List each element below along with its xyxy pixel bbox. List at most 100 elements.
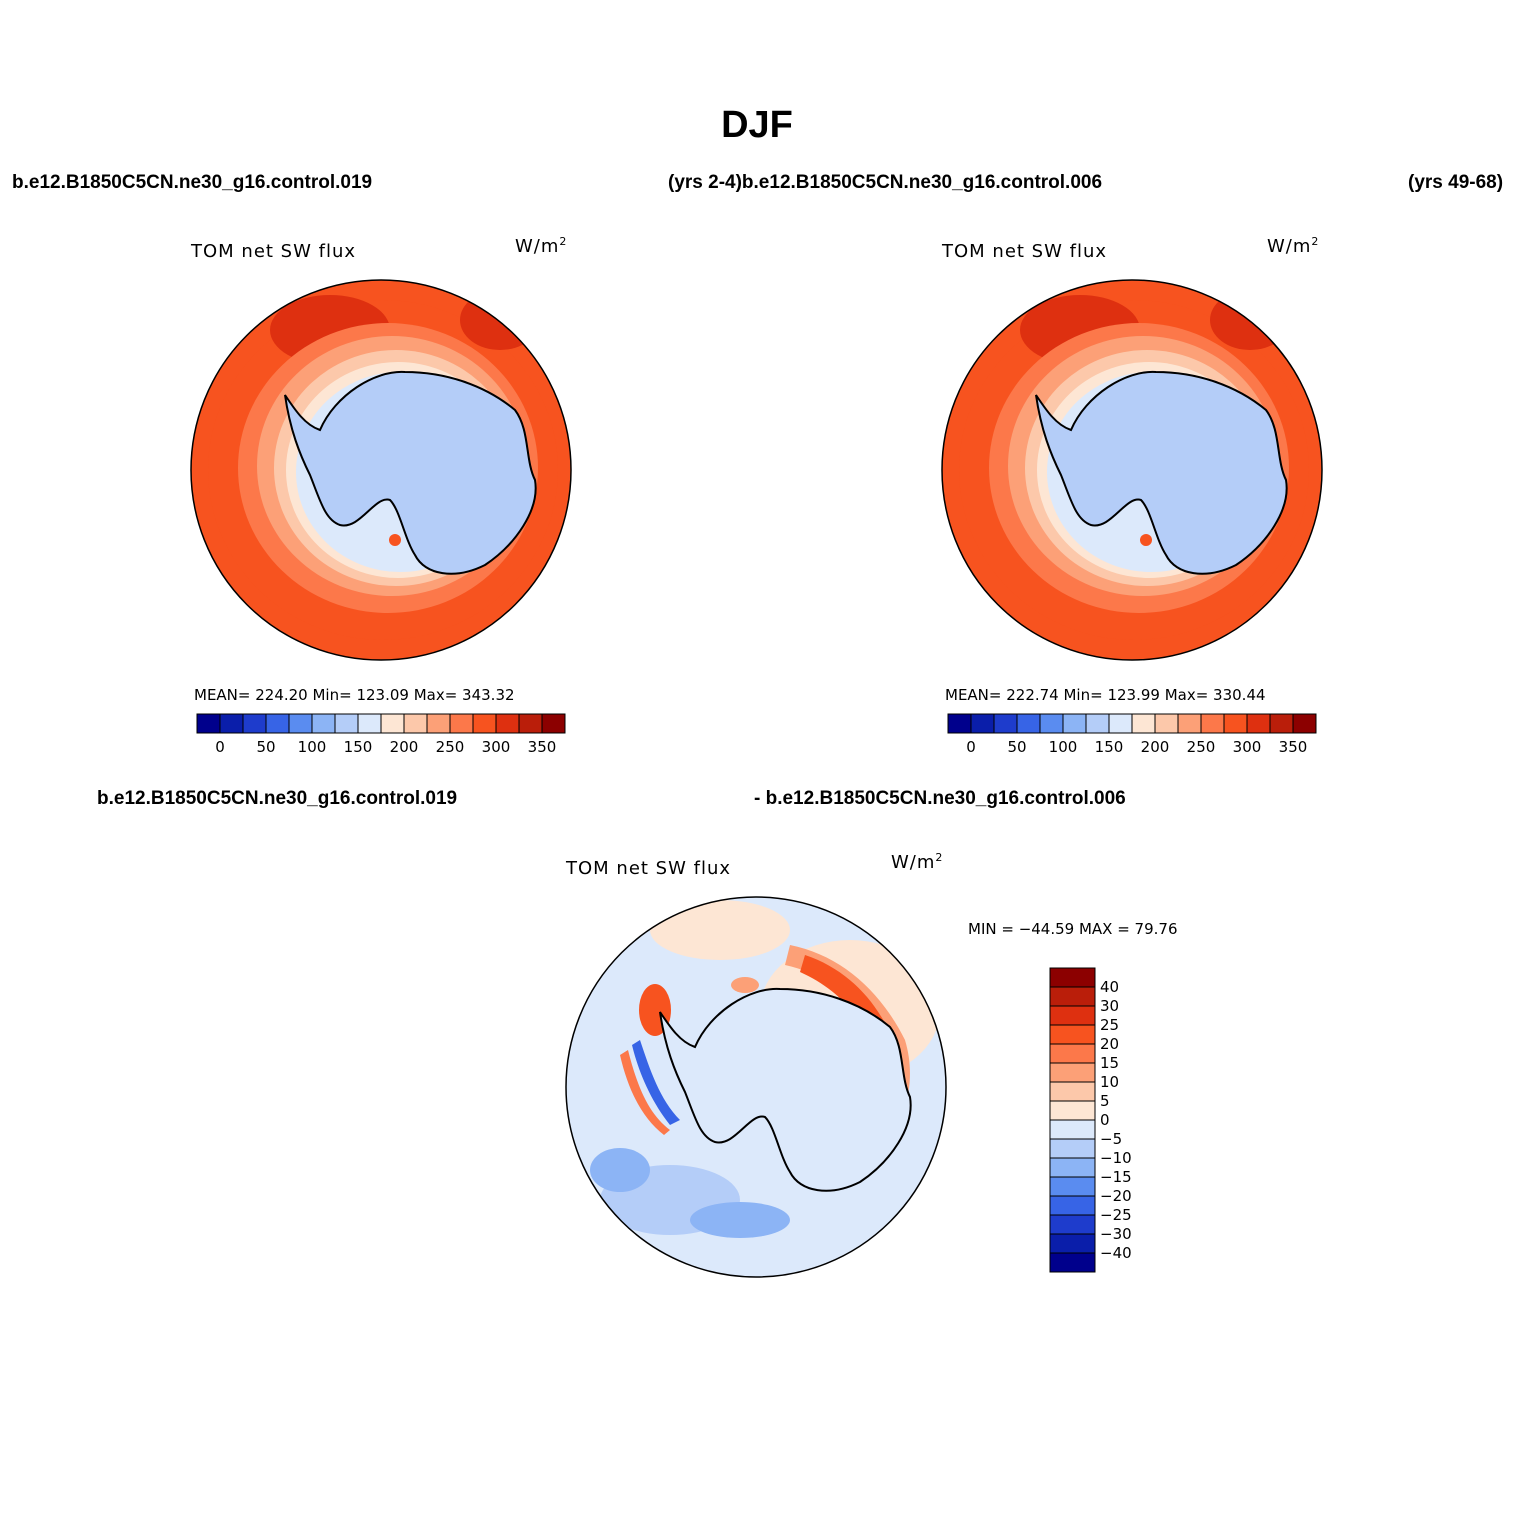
- colorbar-panel-2-swatch: [993, 713, 1018, 734]
- colorbar-diff-swatch: [1049, 1005, 1096, 1026]
- colorbar-panel-1-tick-label: 0: [215, 738, 225, 756]
- colorbar-panel-1-swatch: [311, 713, 336, 734]
- case-label-left: b.e12.B1850C5CN.ne30_g16.control.019: [12, 172, 373, 193]
- colorbar-panel-2-swatch: [1200, 713, 1225, 734]
- panel-diff-title: TOM net SW flux: [566, 858, 732, 879]
- colorbar-panel-2-swatch: [1223, 713, 1248, 734]
- colorbar-panel-2-swatch: [1292, 713, 1317, 734]
- colorbar-panel-1-tick-label: 150: [344, 738, 373, 756]
- colorbar-panel-2-swatch: [1246, 713, 1271, 734]
- panel-2-title: TOM net SW flux: [942, 241, 1108, 262]
- colorbar-diff-tick-label: 10: [1100, 1073, 1119, 1091]
- colorbar-panel-1-swatch: [403, 713, 428, 734]
- panel-1-title: TOM net SW flux: [191, 241, 357, 262]
- colorbar-diff-swatch: [1049, 1195, 1096, 1216]
- map-panel-2: [941, 279, 1323, 661]
- colorbar-diff-swatch: [1049, 1119, 1096, 1140]
- colorbar-panel-1: 0 50 100 150 200 250 300 350: [196, 713, 566, 756]
- colorbar-panel-2-swatch: [1085, 713, 1110, 734]
- case-label-middle: (yrs 2-4)b.e12.B1850C5CN.ne30_g16.contro…: [668, 172, 1103, 193]
- colorbar-panel-1-swatch: [334, 713, 359, 734]
- colorbar-diff-swatch: [1049, 1176, 1096, 1197]
- years-label-right: (yrs 49-68): [1408, 172, 1504, 193]
- colorbar-diff-tick-label: 30: [1100, 997, 1119, 1015]
- colorbar-panel-1-tick-label: 350: [528, 738, 557, 756]
- colorbar-diff-tick-label: 5: [1100, 1092, 1110, 1110]
- colorbar-diff-swatch: [1049, 1062, 1096, 1083]
- colorbar-panel-2: 0 50 100 150 200 250 300 350: [947, 713, 1317, 756]
- colorbar-diff-tick-label: −15: [1100, 1168, 1132, 1186]
- colorbar-panel-1-swatch: [219, 713, 244, 734]
- colorbar-panel-2-swatch: [970, 713, 995, 734]
- colorbar-diff-swatch: [1049, 1157, 1096, 1178]
- colorbar-diff-swatch: [1049, 1100, 1096, 1121]
- colorbar-panel-2-swatch: [1131, 713, 1156, 734]
- colorbar-diff-swatch: [1049, 967, 1096, 988]
- colorbar-panel-2-swatch: [1154, 713, 1179, 734]
- colorbar-diff-tick-label: 40: [1100, 978, 1119, 996]
- colorbar-panel-1-tick-label: 100: [298, 738, 327, 756]
- colorbar-panel-1-swatch: [472, 713, 497, 734]
- colorbar-panel-1-swatch: [518, 713, 543, 734]
- colorbar-diff-tick-label: −10: [1100, 1149, 1132, 1167]
- colorbar-panel-2-swatch: [1062, 713, 1087, 734]
- map-panel-1: [190, 279, 572, 661]
- colorbar-diff-swatch: [1049, 1043, 1096, 1064]
- colorbar-panel-1-tick-label: 250: [436, 738, 465, 756]
- colorbar-panel-1-swatch: [426, 713, 451, 734]
- colorbar-panel-2-tick-label: 50: [1007, 738, 1026, 756]
- panel-1-stats: MEAN= 224.20 Min= 123.09 Max= 343.32: [194, 686, 515, 704]
- panel-2-stats: MEAN= 222.74 Min= 123.99 Max= 330.44: [945, 686, 1266, 704]
- colorbar-diff-tick-label: 20: [1100, 1035, 1119, 1053]
- colorbar-panel-1-tick-label: 200: [390, 738, 419, 756]
- colorbar-diff-tick-label: 25: [1100, 1016, 1119, 1034]
- diff-case-b-label: - b.e12.B1850C5CN.ne30_g16.control.006: [754, 788, 1126, 809]
- colorbar-diff-swatch: [1049, 1081, 1096, 1102]
- colorbar-panel-2-tick-label: 100: [1049, 738, 1078, 756]
- colorbar-panel-1-swatch: [196, 713, 221, 734]
- panel-diff-stats: MIN = −44.59 MAX = 79.76: [968, 920, 1178, 938]
- panel-diff-units: W/m2: [891, 851, 944, 873]
- colorbar-diff-tick-label: −40: [1100, 1244, 1132, 1262]
- colorbar-panel-2-swatch: [1108, 713, 1133, 734]
- colorbar-panel-2-swatch: [947, 713, 972, 734]
- colorbar-diff-tick-label: −30: [1100, 1225, 1132, 1243]
- colorbar-diff-tick-label: 0: [1100, 1111, 1110, 1129]
- colorbar-panel-2-tick-label: 0: [966, 738, 976, 756]
- colorbar-panel-1-swatch: [380, 713, 405, 734]
- colorbar-diff-swatch: [1049, 1138, 1096, 1159]
- colorbar-panel-2-tick-label: 200: [1141, 738, 1170, 756]
- colorbar-panel-2-swatch: [1016, 713, 1041, 734]
- colorbar-panel-1-swatch: [541, 713, 566, 734]
- colorbar-panel-2-tick-label: 350: [1279, 738, 1308, 756]
- colorbar-panel-2-tick-label: 150: [1095, 738, 1124, 756]
- colorbar-diff-swatch: [1049, 1024, 1096, 1045]
- colorbar-panel-1-swatch: [242, 713, 267, 734]
- panel-2-units: W/m2: [1267, 235, 1320, 257]
- colorbar-diff-tick-label: −20: [1100, 1187, 1132, 1205]
- colorbar-panel-1-tick-label: 300: [482, 738, 511, 756]
- colorbar-panel-1-swatch: [357, 713, 382, 734]
- colorbar-diff-tick-label: 15: [1100, 1054, 1119, 1072]
- colorbar-panel-1-tick-label: 50: [256, 738, 275, 756]
- colorbar-diff-swatch: [1049, 1214, 1096, 1235]
- colorbar-panel-2-swatch: [1269, 713, 1294, 734]
- colorbar-diff-tick-label: −5: [1100, 1130, 1122, 1148]
- colorbar-diff-swatch: [1049, 1252, 1096, 1273]
- panel-1-units: W/m2: [515, 235, 568, 257]
- colorbar-diff-swatch: [1049, 1233, 1096, 1254]
- colorbar-panel-1-swatch: [288, 713, 313, 734]
- colorbar-diff-swatch: [1049, 986, 1096, 1007]
- colorbar-panel-1-swatch: [449, 713, 474, 734]
- colorbar-panel-1-swatch: [265, 713, 290, 734]
- colorbar-panel-1-swatch: [495, 713, 520, 734]
- colorbar-panel-2-swatch: [1177, 713, 1202, 734]
- colorbar-diff-tick-label: −25: [1100, 1206, 1132, 1224]
- map-panel-diff: [565, 896, 947, 1278]
- main-title: DJF: [721, 104, 793, 146]
- colorbar-panel-2-tick-label: 250: [1187, 738, 1216, 756]
- colorbar-panel-2-swatch: [1039, 713, 1064, 734]
- colorbar-panel-2-tick-label: 300: [1233, 738, 1262, 756]
